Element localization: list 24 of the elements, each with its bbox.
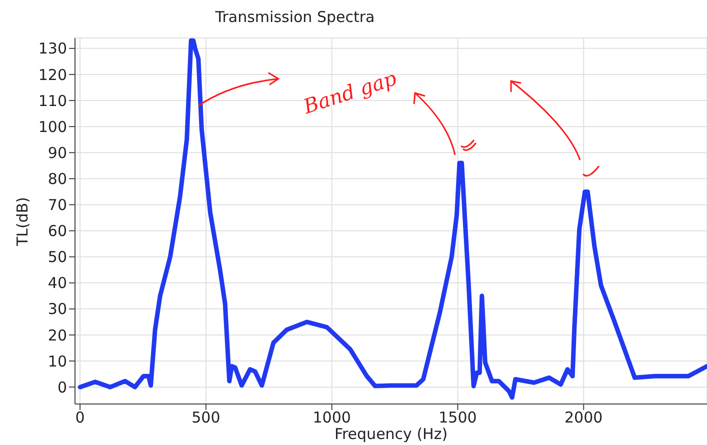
y-tick-label: 0 [57,378,67,396]
y-tick-label: 130 [38,40,67,58]
line-series [78,38,707,400]
y-tick-label: 70 [48,196,67,214]
annotation: Band gap [300,66,400,119]
y-tick-label: 100 [38,118,67,136]
y-tick-label: 110 [38,92,67,110]
y-tick-label: 20 [48,326,67,344]
chart-title: Transmission Spectra [214,8,376,26]
x-tick-label: 1000 [312,408,351,427]
y-tick-label: 50 [48,248,67,266]
x-tick-label: 500 [192,408,220,427]
x-tick-label: 1500 [438,408,477,427]
y-tick-label: 10 [48,352,67,370]
y-tick-label: 120 [38,66,67,84]
y-tick-label: 40 [48,274,67,292]
y-tick-label: 60 [48,222,67,240]
y-tick-label: 80 [48,170,67,188]
y-axis-title: TL(dB) [13,196,32,247]
x-tick-label: 0 [75,408,85,427]
x-axis-title: Frequency (Hz) [334,425,448,443]
y-tick-label: 90 [48,144,67,162]
x-tick-label: 2000 [564,408,603,427]
y-tick-label: 30 [48,300,67,318]
